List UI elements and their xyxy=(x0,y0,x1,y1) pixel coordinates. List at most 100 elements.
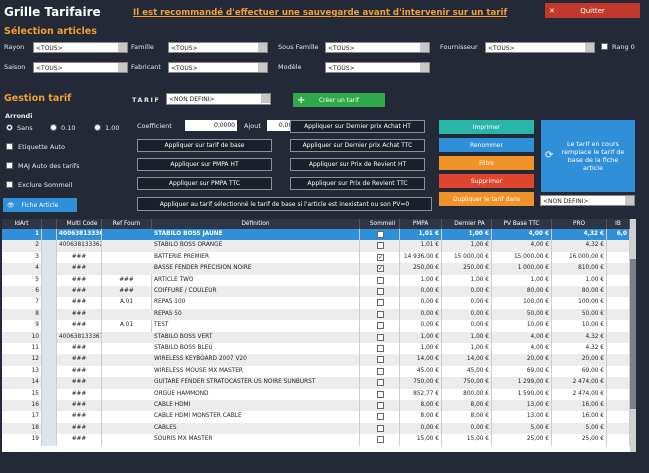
cell: 20,00 € xyxy=(552,354,607,366)
field-dropdown[interactable]: <TOUS> xyxy=(325,62,430,73)
sommeil-checkbox[interactable] xyxy=(377,424,384,432)
row-bg[interactable] xyxy=(2,251,630,264)
apply-button[interactable]: Appliquer sur Prix de Revient HT xyxy=(290,158,425,171)
field-dropdown[interactable]: <TOUS> xyxy=(485,42,595,53)
row-bg[interactable] xyxy=(2,263,630,275)
apply-button[interactable]: Appliquer sur Dernier prix Achat TTC xyxy=(290,139,425,152)
cell: 750,00 € xyxy=(400,377,442,389)
action-button[interactable]: Dupliquer le tarif dans xyxy=(439,192,534,206)
row-bg[interactable] xyxy=(2,297,630,309)
field-dropdown[interactable]: <TOUS> xyxy=(33,42,128,53)
cell: 80,00 € xyxy=(552,286,607,298)
quit-button[interactable]: ✕ Quitter xyxy=(545,3,640,18)
sommeil-checkbox[interactable] xyxy=(377,322,384,330)
column-header[interactable]: IdArt xyxy=(2,219,42,229)
sommeil-checkbox[interactable] xyxy=(377,299,384,307)
fiche-button[interactable]: 👁 Fiche Article xyxy=(3,198,77,212)
field-dropdown[interactable]: <TOUS> xyxy=(168,42,268,53)
field-dropdown[interactable]: <TOUS> xyxy=(33,62,128,73)
action-button[interactable]: Imprimer xyxy=(439,120,534,134)
apply-button[interactable]: Appliquer sur tarif de base xyxy=(137,139,272,152)
sommeil-checkbox[interactable]: ✓ xyxy=(377,253,384,261)
checkbox[interactable] xyxy=(6,181,13,188)
column-header[interactable]: Multi Code xyxy=(57,219,102,229)
row-marker xyxy=(42,377,57,389)
row-bg[interactable] xyxy=(2,274,630,286)
sommeil-checkbox[interactable] xyxy=(377,356,384,364)
checkbox[interactable] xyxy=(6,143,13,150)
sommeil-checkbox[interactable]: ✓ xyxy=(377,265,384,273)
sommeil-checkbox[interactable] xyxy=(377,242,384,250)
column-header[interactable]: PMPA xyxy=(400,219,442,229)
action-button[interactable]: Filtre xyxy=(439,156,534,170)
row-bg[interactable] xyxy=(2,434,630,446)
sommeil-checkbox[interactable] xyxy=(377,367,384,375)
sommeil-checkbox[interactable] xyxy=(377,310,384,318)
row-bg[interactable] xyxy=(2,354,630,366)
sommeil-checkbox[interactable] xyxy=(377,345,384,352)
row-bg[interactable] xyxy=(2,240,630,252)
sommeil-checkbox[interactable] xyxy=(377,288,384,295)
row-bg[interactable] xyxy=(2,286,630,298)
tarif-dropdown[interactable]: <NON DEFINI> xyxy=(166,93,271,105)
sort-header[interactable] xyxy=(42,219,57,229)
cell: ### xyxy=(57,308,102,321)
row-bg[interactable] xyxy=(2,365,630,378)
sommeil-checkbox[interactable] xyxy=(377,436,384,444)
checkbox[interactable] xyxy=(6,162,13,169)
column-header[interactable]: IB xyxy=(607,219,630,229)
row-bg[interactable] xyxy=(2,331,630,343)
sommeil-checkbox[interactable] xyxy=(377,413,384,421)
column-header[interactable]: Définition xyxy=(152,219,360,229)
field-dropdown[interactable]: <TOUS> xyxy=(168,62,268,73)
apply-button[interactable]: Appliquer sur Prix de Revient TTC xyxy=(290,177,425,190)
row-bg[interactable] xyxy=(2,343,630,355)
ajout-input[interactable]: 0,00 € xyxy=(267,120,300,131)
radio[interactable] xyxy=(50,124,57,131)
replace-button[interactable]: ⟳ Le tarif en cours remplace le tarif de … xyxy=(541,120,635,192)
column-header[interactable]: Dernier PA xyxy=(442,219,492,229)
cell: 15,00 € xyxy=(442,434,492,446)
column-header[interactable]: PV Base TTC xyxy=(492,219,552,229)
radio[interactable] xyxy=(6,124,13,131)
cell: 20,00 € xyxy=(492,354,552,366)
sommeil-checkbox[interactable] xyxy=(377,231,384,238)
sommeil-cell xyxy=(360,411,400,423)
column-header[interactable]: Ref Fourn xyxy=(102,219,152,229)
warning[interactable]: Il est recommandé d'effectuer une sauveg… xyxy=(133,8,508,18)
sommeil-checkbox[interactable] xyxy=(377,276,384,284)
apply-button[interactable]: Appliquer sur Dernier prix Achat HT xyxy=(290,120,425,133)
sommeil-checkbox[interactable] xyxy=(377,390,384,398)
field-dropdown[interactable]: <TOUS> xyxy=(325,42,430,53)
row-bg[interactable] xyxy=(2,400,630,412)
apply-button[interactable]: Appliquer sur PMPA HT xyxy=(137,158,272,171)
apply-base-button[interactable]: Appliquer au tarif sélectionné le tarif … xyxy=(137,197,432,211)
replace-label: Le tarif en cours remplace le tarif de b… xyxy=(561,140,625,172)
cell: 250,00 € xyxy=(400,263,442,275)
row-bg[interactable] xyxy=(2,422,630,435)
sommeil-checkbox[interactable] xyxy=(377,402,384,409)
column-header[interactable]: PRO xyxy=(552,219,607,229)
action-button[interactable]: Renommer xyxy=(439,138,534,152)
apply-button[interactable]: Appliquer sur PMPA TTC xyxy=(137,177,272,190)
rang-checkbox[interactable] xyxy=(601,43,608,50)
coef-input[interactable]: 0,0000 xyxy=(185,120,237,131)
checkbox-label: MAJ Auto des tarifs xyxy=(18,162,80,170)
duplicate-dropdown[interactable]: <NON DEFINI> xyxy=(540,195,635,206)
row-bg[interactable] xyxy=(2,308,630,321)
cell: 4,00 € xyxy=(492,331,552,343)
scroll-thumb[interactable] xyxy=(630,259,636,409)
field-label: Modèle xyxy=(278,63,302,71)
row-bg[interactable] xyxy=(2,377,630,389)
cell: 50,00 € xyxy=(552,308,607,321)
column-header[interactable]: Sommeil xyxy=(360,219,400,229)
row-bg[interactable] xyxy=(2,411,630,423)
row-bg[interactable] xyxy=(2,388,630,400)
action-button[interactable]: Supprimer xyxy=(439,174,534,188)
radio[interactable] xyxy=(94,124,101,131)
sommeil-checkbox[interactable] xyxy=(377,379,384,387)
row-marker xyxy=(42,229,57,241)
create-button[interactable]: + Créer un tarif xyxy=(293,93,385,107)
row-bg[interactable] xyxy=(2,320,630,332)
sommeil-checkbox[interactable] xyxy=(377,333,384,341)
